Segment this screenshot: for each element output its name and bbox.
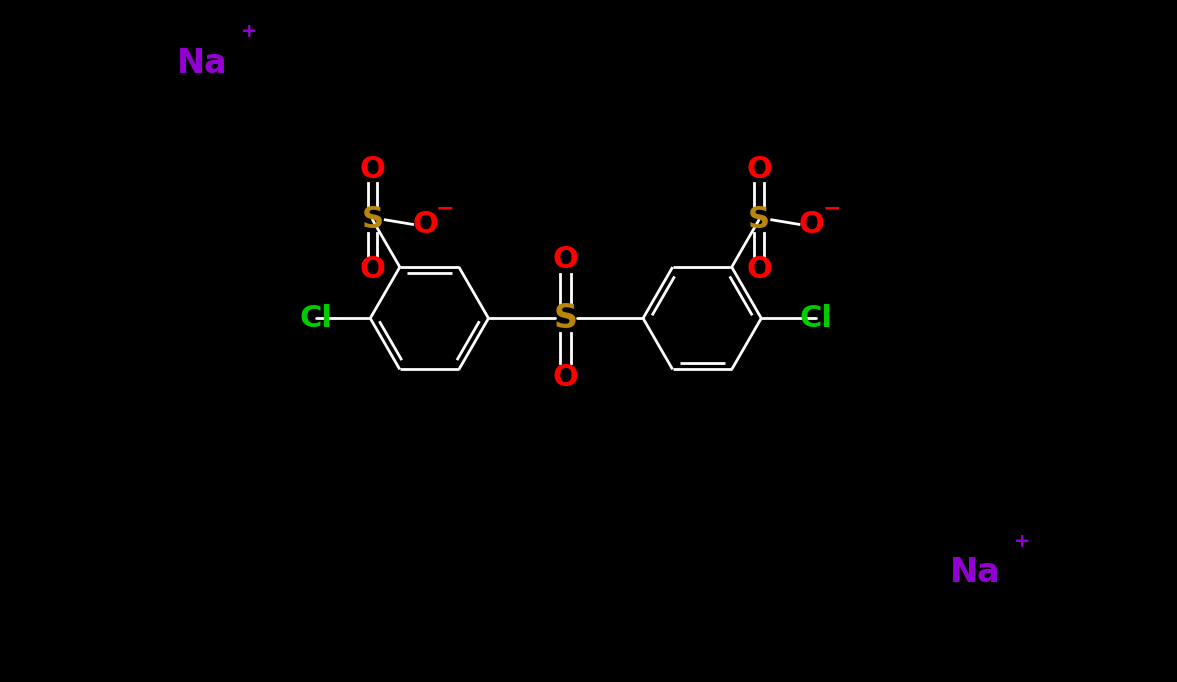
Text: −: − (823, 198, 842, 218)
Text: +: + (241, 23, 258, 42)
Text: S: S (749, 205, 770, 235)
Text: S: S (553, 301, 578, 335)
Text: O: O (799, 210, 825, 239)
Text: O: O (412, 210, 438, 239)
Text: O: O (553, 245, 579, 273)
Text: −: − (435, 198, 454, 218)
Text: O: O (746, 155, 772, 184)
Text: S: S (361, 205, 384, 235)
Text: +: + (1015, 531, 1031, 550)
Text: O: O (553, 363, 579, 392)
Text: Cl: Cl (799, 303, 832, 333)
Text: Na: Na (950, 557, 1000, 589)
Text: O: O (360, 255, 386, 284)
Text: Na: Na (177, 47, 227, 80)
Text: O: O (746, 255, 772, 284)
Text: O: O (360, 155, 386, 184)
Text: Cl: Cl (299, 303, 332, 333)
